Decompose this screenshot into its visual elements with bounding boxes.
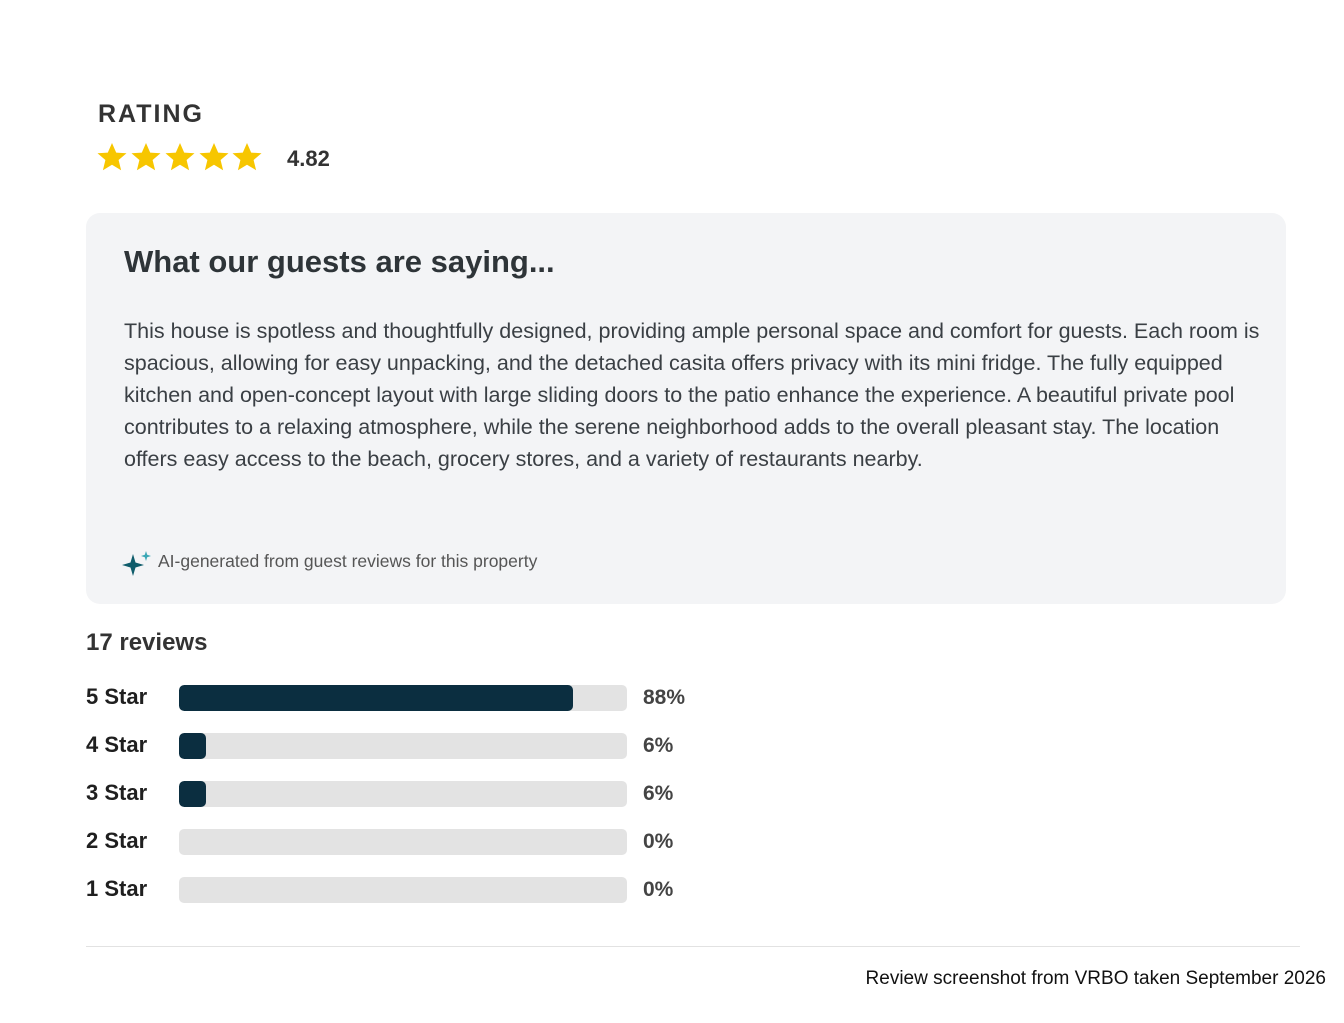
bar	[179, 685, 574, 711]
bar-track	[179, 877, 627, 903]
row-label: 3 Star	[86, 780, 148, 805]
bar-track	[179, 781, 627, 807]
rating-title: RATING	[98, 100, 204, 128]
reviews-count: 17 reviews	[86, 629, 208, 656]
rating-value: 4.82	[287, 146, 330, 171]
summary-text: This house is spotless and thoughtfully …	[124, 319, 1260, 471]
row-label: 5 Star	[86, 684, 148, 709]
percent-label: 0%	[643, 878, 674, 901]
percent-label: 6%	[643, 782, 674, 805]
bar-track	[179, 685, 627, 711]
row-label: 4 Star	[86, 732, 148, 757]
caption: Review screenshot from VRBO taken Septem…	[865, 968, 1326, 989]
summary-box	[86, 213, 1286, 604]
divider	[86, 946, 1300, 947]
bar-track	[179, 733, 627, 759]
bar	[179, 733, 206, 759]
bar-track	[179, 829, 627, 855]
row-label: 2 Star	[86, 828, 148, 853]
percent-label: 0%	[643, 830, 674, 853]
ai-note: AI-generated from guest reviews for this…	[158, 551, 538, 571]
bar	[179, 781, 206, 807]
percent-label: 88%	[643, 686, 686, 709]
stars	[97, 143, 262, 171]
row-label: 1 Star	[86, 876, 148, 901]
summary-title: What our guests are saying...	[124, 244, 555, 279]
percent-label: 6%	[643, 734, 674, 757]
ai-icon	[122, 551, 151, 576]
